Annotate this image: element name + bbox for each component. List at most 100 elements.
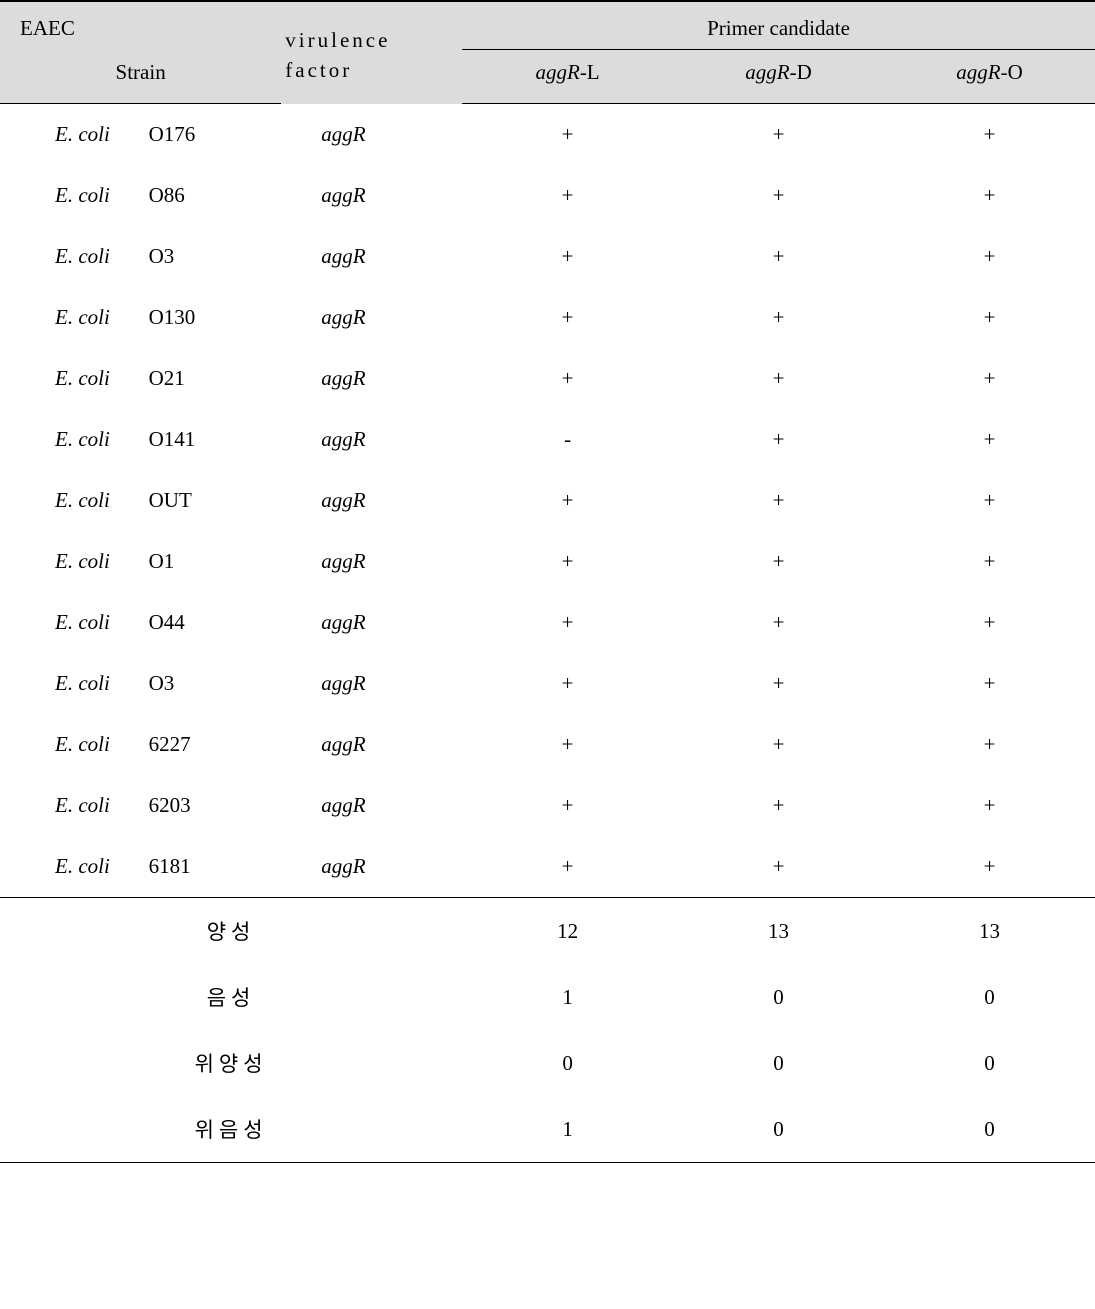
summary-value: 0 (884, 1096, 1095, 1163)
table-body: E. coliO176aggR+++E. coliO86aggR+++E. co… (0, 104, 1095, 1163)
table-row: E. coli6181aggR+++ (0, 836, 1095, 898)
result-cell: + (884, 592, 1095, 653)
result-cell: + (673, 104, 884, 166)
factor-cell: aggR (281, 592, 462, 653)
serotype-cell: 6203 (141, 775, 282, 836)
serotype-cell: O130 (141, 287, 282, 348)
result-cell: + (673, 714, 884, 775)
result-cell: + (462, 653, 673, 714)
result-cell: + (462, 226, 673, 287)
result-cell: - (462, 409, 673, 470)
result-cell: + (673, 653, 884, 714)
species-cell: E. coli (0, 226, 141, 287)
summary-value: 13 (673, 898, 884, 965)
eaec-primer-table: EAEC virulence factor Primer candidate S… (0, 0, 1095, 1163)
species-cell: E. coli (0, 531, 141, 592)
summary-label: 음성 (0, 964, 462, 1030)
species-cell: E. coli (0, 348, 141, 409)
table-row: E. coliO130aggR+++ (0, 287, 1095, 348)
result-cell: + (462, 287, 673, 348)
summary-value: 0 (673, 1096, 884, 1163)
summary-value: 0 (884, 964, 1095, 1030)
result-cell: + (884, 348, 1095, 409)
summary-row: 위음성100 (0, 1096, 1095, 1163)
factor-cell: aggR (281, 226, 462, 287)
summary-value: 1 (462, 1096, 673, 1163)
factor-cell: aggR (281, 531, 462, 592)
summary-label: 위양성 (0, 1030, 462, 1096)
header-primer-d: aggR-D (673, 50, 884, 104)
header-strain: Strain (0, 50, 281, 104)
table-header: EAEC virulence factor Primer candidate S… (0, 1, 1095, 104)
summary-value: 1 (462, 964, 673, 1030)
species-cell: E. coli (0, 775, 141, 836)
result-cell: + (673, 592, 884, 653)
summary-value: 0 (673, 964, 884, 1030)
factor-cell: aggR (281, 104, 462, 166)
result-cell: + (673, 348, 884, 409)
factor-cell: aggR (281, 348, 462, 409)
summary-value: 12 (462, 898, 673, 965)
serotype-cell: O44 (141, 592, 282, 653)
table-row: E. coliO176aggR+++ (0, 104, 1095, 166)
table-row: E. coli6203aggR+++ (0, 775, 1095, 836)
table-row: E. coliO1aggR+++ (0, 531, 1095, 592)
result-cell: + (673, 226, 884, 287)
summary-value: 13 (884, 898, 1095, 965)
header-eaec: EAEC (0, 1, 281, 50)
summary-label: 위음성 (0, 1096, 462, 1163)
summary-row: 양성121313 (0, 898, 1095, 965)
result-cell: + (462, 836, 673, 898)
serotype-cell: O176 (141, 104, 282, 166)
result-cell: + (462, 348, 673, 409)
species-cell: E. coli (0, 409, 141, 470)
table-row: E. coli6227aggR+++ (0, 714, 1095, 775)
result-cell: + (462, 531, 673, 592)
result-cell: + (884, 775, 1095, 836)
serotype-cell: OUT (141, 470, 282, 531)
result-cell: + (884, 165, 1095, 226)
result-cell: + (884, 836, 1095, 898)
serotype-cell: O3 (141, 226, 282, 287)
factor-cell: aggR (281, 653, 462, 714)
result-cell: + (884, 653, 1095, 714)
header-primer-l: aggR-L (462, 50, 673, 104)
table-row: E. coliO86aggR+++ (0, 165, 1095, 226)
header-primer-candidate: Primer candidate (462, 1, 1095, 50)
table-row: E. coliOUTaggR+++ (0, 470, 1095, 531)
table-row: E. coliO44aggR+++ (0, 592, 1095, 653)
result-cell: + (884, 531, 1095, 592)
header-virulence-factor: virulence factor (281, 1, 462, 104)
result-cell: + (462, 714, 673, 775)
species-cell: E. coli (0, 165, 141, 226)
serotype-cell: O86 (141, 165, 282, 226)
species-cell: E. coli (0, 836, 141, 898)
species-cell: E. coli (0, 470, 141, 531)
factor-cell: aggR (281, 714, 462, 775)
result-cell: + (673, 165, 884, 226)
result-cell: + (884, 104, 1095, 166)
result-cell: + (884, 226, 1095, 287)
serotype-cell: O141 (141, 409, 282, 470)
result-cell: + (884, 287, 1095, 348)
result-cell: + (462, 104, 673, 166)
result-cell: + (462, 165, 673, 226)
summary-value: 0 (673, 1030, 884, 1096)
result-cell: + (884, 714, 1095, 775)
factor-cell: aggR (281, 165, 462, 226)
result-cell: + (884, 470, 1095, 531)
serotype-cell: 6181 (141, 836, 282, 898)
serotype-cell: O3 (141, 653, 282, 714)
factor-cell: aggR (281, 775, 462, 836)
serotype-cell: O21 (141, 348, 282, 409)
result-cell: + (673, 531, 884, 592)
result-cell: + (673, 775, 884, 836)
summary-label: 양성 (0, 898, 462, 965)
result-cell: + (673, 470, 884, 531)
result-cell: + (673, 836, 884, 898)
species-cell: E. coli (0, 287, 141, 348)
header-primer-o: aggR-O (884, 50, 1095, 104)
factor-cell: aggR (281, 470, 462, 531)
serotype-cell: O1 (141, 531, 282, 592)
table-row: E. coliO3aggR+++ (0, 653, 1095, 714)
